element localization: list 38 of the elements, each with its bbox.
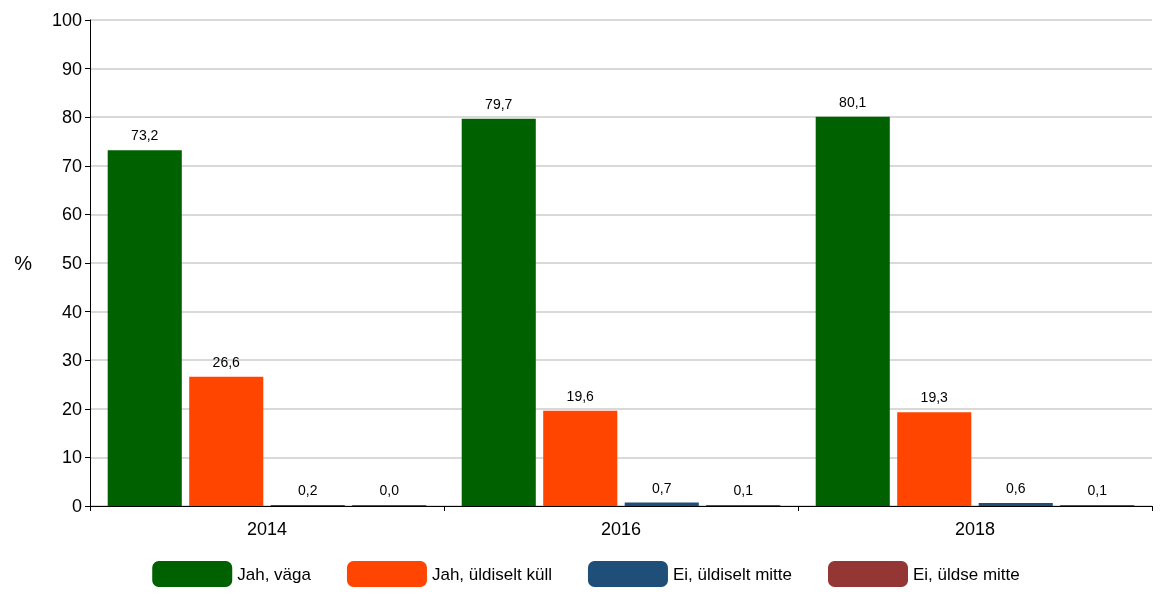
bar: [461, 118, 536, 506]
y-axis-title: %: [14, 252, 33, 274]
legend-label: Ei, üldiselt mitte: [672, 564, 793, 584]
data-label: 26,6: [212, 353, 241, 370]
x-tick-label: 2018: [954, 519, 996, 539]
y-tick-label: 0: [71, 496, 82, 516]
legend-label: Jah, väga: [237, 564, 312, 584]
x-tick-label: 2014: [246, 519, 288, 539]
y-tick-label: 90: [61, 58, 82, 79]
data-label: 0,6: [1006, 480, 1026, 497]
legend-label: Ei, üldse mitte: [913, 564, 1020, 584]
bar: [815, 116, 890, 506]
data-label: 0,0: [379, 482, 400, 498]
bar: [897, 412, 972, 506]
y-tick-label: 40: [61, 301, 82, 322]
y-tick-label: 30: [61, 350, 82, 371]
data-label: 80,1: [839, 93, 867, 110]
bar: [543, 410, 618, 506]
data-label: 0,2: [298, 482, 318, 498]
data-label: 19,6: [566, 387, 595, 404]
legend-label: Jah, üldiselt küll: [431, 564, 552, 584]
data-label: 0,1: [733, 482, 754, 498]
data-label: 0,1: [1087, 482, 1108, 498]
bar: [978, 503, 1053, 506]
data-label: 73,2: [131, 127, 159, 144]
y-tick-label: 70: [61, 155, 82, 176]
y-tick-label: 80: [61, 107, 82, 128]
y-tick-label: 20: [61, 398, 82, 419]
data-label: 79,7: [485, 95, 513, 112]
y-tick-label: 100: [51, 10, 82, 30]
data-label: 0,7: [652, 479, 672, 496]
data-label: 19,3: [920, 389, 949, 406]
bar: [107, 150, 182, 506]
y-tick-label: 60: [61, 204, 82, 225]
x-tick-label: 2016: [600, 519, 642, 539]
y-tick-label: 10: [61, 447, 82, 468]
bar: [189, 376, 264, 506]
y-tick-label: 50: [61, 253, 82, 273]
